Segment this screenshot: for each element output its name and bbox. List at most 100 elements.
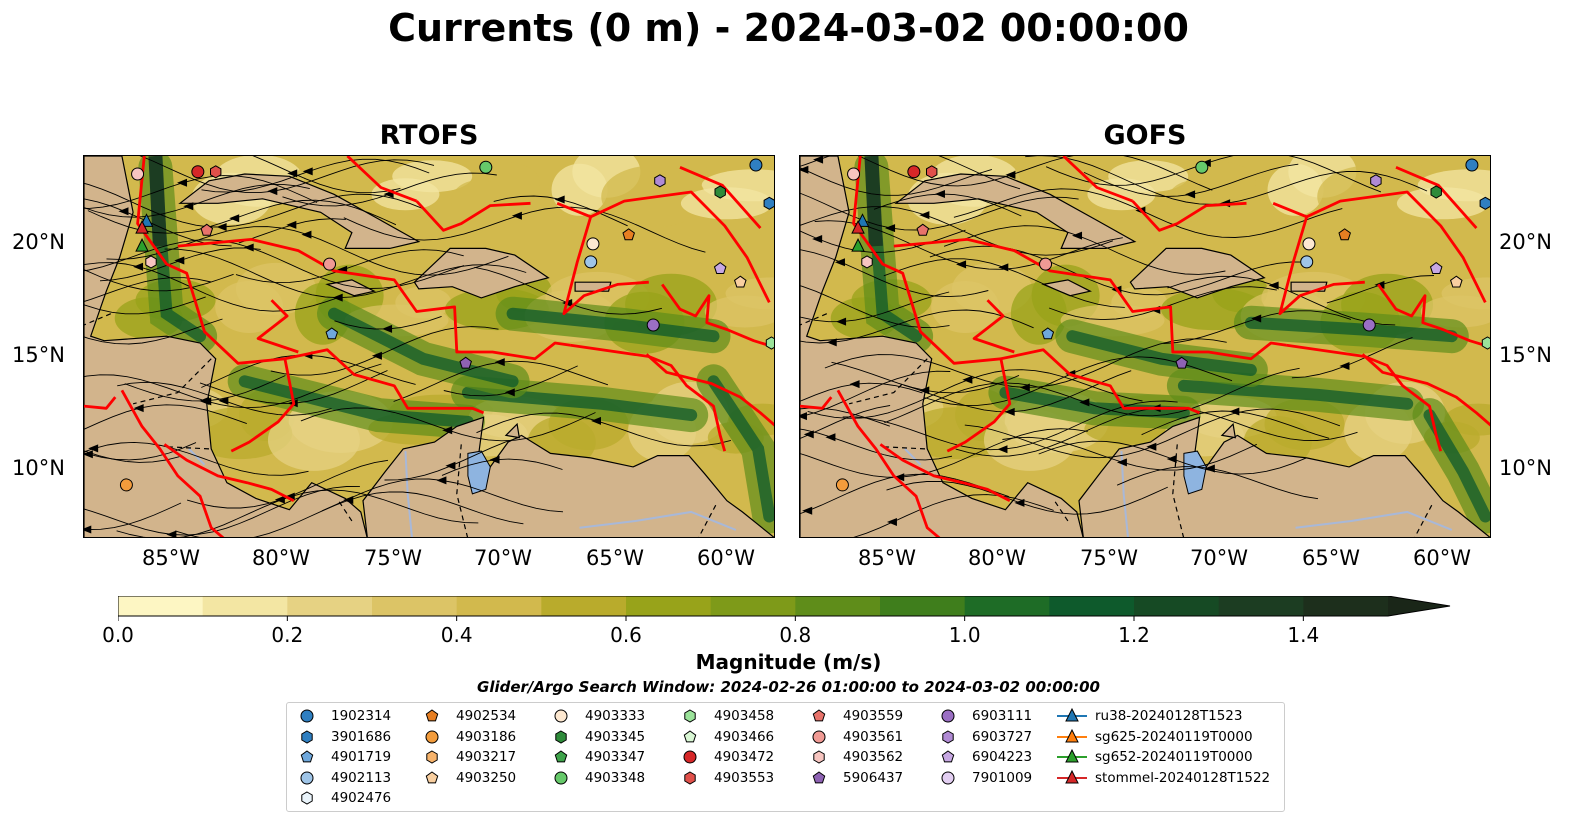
search-window-subtitle: Glider/Argo Search Window: 2024-02-26 01… — [477, 678, 1100, 696]
eez-boundary — [1306, 190, 1487, 304]
river — [404, 451, 413, 537]
argo-float-marker — [1450, 275, 1463, 288]
argo-float-marker — [131, 167, 145, 181]
streamline — [84, 450, 180, 463]
argo-float-marker — [1481, 336, 1490, 350]
streamline — [800, 473, 1010, 515]
streamline-arrow — [1185, 190, 1196, 199]
streamline — [884, 367, 1300, 424]
legend-marker — [426, 750, 438, 764]
streamline-arrow — [885, 224, 896, 233]
current-patch — [1396, 187, 1489, 220]
argo-float-marker — [1465, 158, 1479, 172]
legend-polygon — [300, 750, 314, 763]
streamline-arrow — [1166, 455, 1177, 464]
argo-float-marker — [654, 174, 666, 188]
streamline-arrow — [177, 178, 188, 187]
legend-polygon — [555, 730, 567, 744]
current-patch — [931, 280, 1000, 333]
legend-circle — [425, 730, 439, 744]
legend-marker — [941, 771, 955, 785]
legend-marker — [813, 750, 825, 764]
streamline — [164, 248, 527, 299]
argo-float-marker — [1362, 318, 1376, 332]
lon-label-left-70w: 70°W — [474, 546, 532, 570]
eez-boundary — [1062, 156, 1134, 203]
argo-float-marker — [1175, 356, 1188, 369]
streamline-arrow — [800, 412, 807, 421]
streamline-arrow — [956, 260, 967, 269]
eez-boundary — [1000, 348, 1201, 415]
streamline-arrow — [494, 358, 505, 367]
current-patch — [267, 408, 360, 471]
legend-polygon — [301, 791, 313, 805]
streamline-arrow — [1146, 442, 1157, 451]
legend-label: 4903466 — [714, 728, 775, 745]
legend-polygon — [301, 730, 313, 744]
streamline — [252, 156, 401, 194]
colorbar-segment — [880, 596, 966, 616]
streamline-arrow — [183, 202, 194, 211]
legend-marker — [301, 730, 313, 744]
streamline-arrow — [1014, 498, 1025, 507]
country-border — [880, 446, 926, 450]
streamline — [235, 249, 464, 284]
argo-float-marker — [734, 275, 747, 288]
legend-label: 1902314 — [331, 708, 392, 724]
streamline-arrow — [826, 338, 837, 347]
colorbar-segment — [1218, 596, 1304, 616]
eez-boundary — [346, 156, 418, 203]
yucatan-current — [864, 156, 883, 247]
country-border — [164, 446, 210, 450]
country-border — [848, 358, 928, 405]
eez-boundary — [852, 156, 1012, 453]
streamline-arrow — [166, 530, 177, 537]
lon-label-left-60w: 60°W — [697, 546, 755, 570]
current-patch — [1167, 180, 1224, 223]
streamline-arrow — [1229, 407, 1240, 416]
glider-marker — [851, 219, 865, 234]
legend-polygon — [425, 709, 439, 722]
strong-current-core — [707, 375, 774, 523]
streamline-arrow — [849, 380, 860, 389]
map-rtofs — [83, 155, 775, 538]
legend-marker — [1057, 749, 1087, 763]
streamline-arrow — [199, 396, 210, 405]
streamline-arrow — [997, 445, 1008, 454]
lon-label-80w: 80°W — [968, 546, 1026, 570]
legend-label: 4903472 — [714, 749, 775, 766]
legend-circle — [941, 709, 955, 723]
legend-label: 4903458 — [714, 708, 775, 724]
streamline — [84, 486, 360, 536]
legend-label: 5906437 — [843, 769, 904, 786]
colorbar-tick-label: 0.4 — [440, 623, 473, 647]
streamline-arrow — [489, 455, 500, 464]
colorbar-segment — [541, 596, 627, 616]
legend-circle — [554, 771, 568, 785]
legend-polygon — [684, 709, 696, 723]
streamline-arrow — [287, 169, 298, 178]
streamline — [1045, 156, 1382, 193]
colorbar-segment — [795, 596, 881, 616]
streamline-arrow — [825, 433, 836, 442]
lon-label-70w: 70°W — [1190, 546, 1248, 570]
streamline — [84, 296, 206, 315]
streamline-arrow — [229, 214, 240, 223]
colorbar-outline — [117, 595, 1451, 617]
streamline — [201, 158, 430, 193]
eez-boundary — [679, 166, 762, 230]
legend-marker — [425, 771, 439, 784]
argo-float-marker — [119, 478, 133, 492]
legend-marker — [554, 750, 568, 763]
glider-marker — [135, 237, 149, 252]
eez-boundary — [136, 156, 296, 453]
legend-label: 4903559 — [843, 708, 904, 724]
colorbar-tick-label: 0.0 — [102, 623, 134, 647]
legend-polygon — [812, 709, 826, 722]
legend-label: 4901719 — [331, 749, 392, 766]
streamline-arrow — [286, 220, 297, 229]
legend-marker — [812, 709, 826, 722]
eez-boundary — [556, 202, 649, 316]
current-patch — [371, 178, 440, 211]
streamline-arrow — [1339, 361, 1350, 370]
